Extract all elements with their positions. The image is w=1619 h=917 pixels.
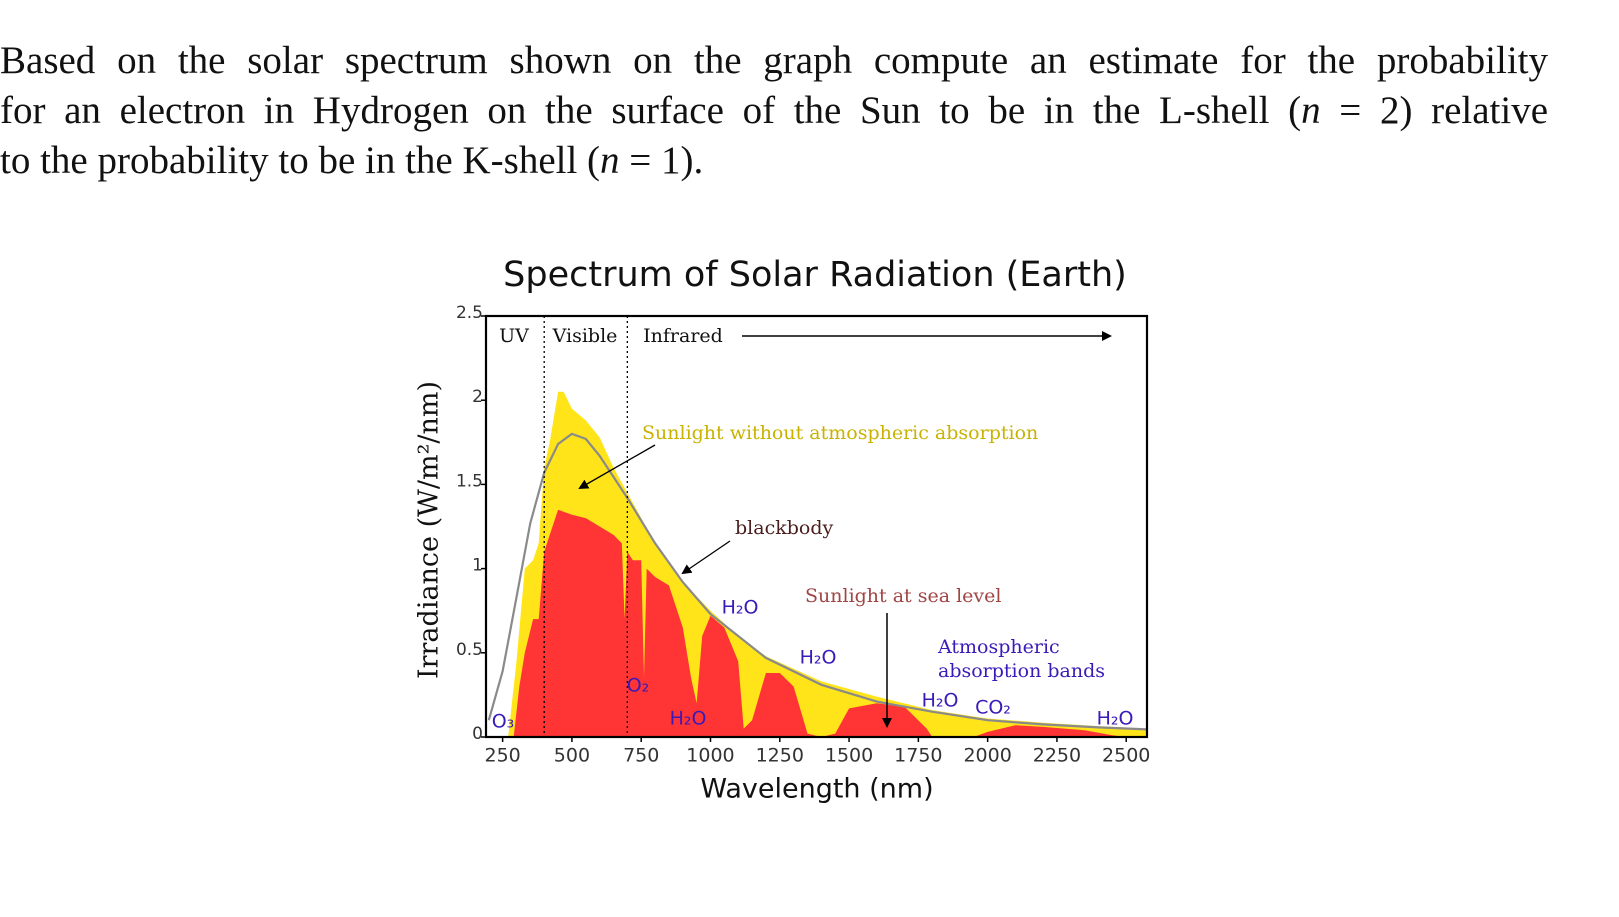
annotation: absorption bands [938,660,1105,682]
absorption-label: H₂O [722,597,759,619]
y-tick-label: 0.5 [456,640,483,660]
question-line: to the probability to be in the K-shell … [0,139,704,182]
line [487,432,1147,731]
region-label: UV [499,325,529,347]
x-tick-label: 500 [554,745,590,767]
series-label: Sunlight without atmospheric absorption [642,422,1038,444]
x-tick-label: 2000 [963,745,1011,767]
x-tick-label: 1500 [825,745,873,767]
absorption-label: H₂O [670,708,707,730]
region-label: Infrared [643,325,723,347]
absorption-label: O₃ [492,711,515,733]
question: Based on the solar spectrum shown on the… [0,36,1548,186]
series-label: blackbody [735,517,833,539]
y-tick-label: 2 [472,387,483,407]
region-label: Visible [552,325,618,347]
absorption-label: H₂O [800,647,837,669]
chart-title: Spectrum of Solar Radiation (Earth) [503,255,1127,295]
y-tick-label: 0 [472,724,483,744]
x-tick-label: 2500 [1102,745,1150,767]
annotation: Atmospheric [937,636,1060,658]
absorption-label: H₂O [922,690,959,712]
x-tick-label: 1250 [756,745,804,767]
y-tick-label: 1.5 [456,471,483,491]
annotation-arrow [681,540,731,575]
y-tick-label: 1 [472,556,483,576]
x-tick-label: 1750 [894,745,942,767]
y-tick-label: 2.5 [456,303,483,323]
annotation-arrow [578,444,656,489]
x-axis-label: Wavelength (nm) [700,774,933,805]
absorption-label: CO₂ [975,697,1011,719]
absorption-label: H₂O [1097,708,1134,730]
y-axis-label: Irradiance (W/m²/nm) [414,381,445,679]
plot-frame [484,314,1149,739]
x-tick-label: 1000 [686,745,734,767]
x-tick-label: 2250 [1033,745,1081,767]
area [513,509,1127,737]
series-label: Sunlight at sea level [805,585,1001,607]
question-line: for an electron in Hydrogen on the surfa… [0,89,1549,132]
question-line: Based on the solar spectrum shown on the… [0,39,1548,82]
absorption-label: O₂ [627,675,650,697]
x-tick-label: 250 [484,745,520,767]
x-tick-label: 750 [623,745,659,767]
